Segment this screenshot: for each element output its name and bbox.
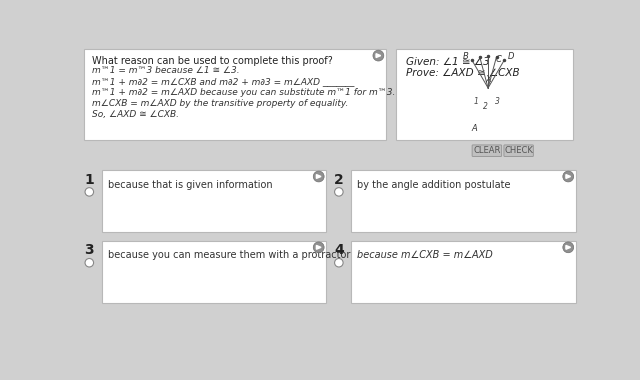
- Text: Prove: ∠AXD ≅ ∠CXB: Prove: ∠AXD ≅ ∠CXB: [406, 68, 519, 78]
- FancyBboxPatch shape: [102, 170, 326, 232]
- Polygon shape: [316, 245, 321, 249]
- Text: 4: 4: [334, 244, 344, 257]
- Circle shape: [373, 50, 384, 61]
- Text: because that is given information: because that is given information: [108, 180, 273, 190]
- Circle shape: [335, 188, 343, 196]
- Text: 3: 3: [84, 244, 94, 257]
- FancyBboxPatch shape: [396, 49, 573, 140]
- Text: m∠CXB = m∠AXD by the transitive property of equality.: m∠CXB = m∠AXD by the transitive property…: [92, 99, 348, 108]
- Circle shape: [313, 171, 324, 182]
- Text: because m∠CXB = m∠AXD: because m∠CXB = m∠AXD: [358, 250, 493, 260]
- Circle shape: [85, 188, 93, 196]
- FancyBboxPatch shape: [102, 241, 326, 303]
- Text: CLEAR: CLEAR: [473, 146, 500, 155]
- Text: m™1 = m™3 because ∠1 ≅ ∠3.: m™1 = m™3 because ∠1 ≅ ∠3.: [92, 66, 239, 75]
- Text: Given: ∠1 ≅ ∠3: Given: ∠1 ≅ ∠3: [406, 57, 489, 67]
- Text: B: B: [463, 52, 468, 61]
- Polygon shape: [566, 245, 571, 249]
- Text: 3: 3: [495, 97, 500, 106]
- Text: 1: 1: [473, 97, 478, 106]
- Polygon shape: [566, 174, 571, 179]
- Text: What reason can be used to complete this proof?: What reason can be used to complete this…: [92, 55, 332, 66]
- Text: 1: 1: [84, 173, 94, 187]
- Polygon shape: [316, 174, 321, 179]
- Text: X: X: [485, 75, 491, 84]
- Polygon shape: [376, 54, 381, 57]
- Text: 2: 2: [483, 102, 488, 111]
- Circle shape: [335, 258, 343, 267]
- Text: by the angle addition postulate: by the angle addition postulate: [358, 180, 511, 190]
- Text: C: C: [496, 55, 502, 63]
- Circle shape: [313, 242, 324, 253]
- FancyBboxPatch shape: [351, 170, 576, 232]
- Text: CHECK: CHECK: [504, 146, 533, 155]
- FancyBboxPatch shape: [504, 145, 533, 157]
- Circle shape: [563, 171, 573, 182]
- FancyBboxPatch shape: [84, 49, 386, 140]
- Text: D: D: [508, 52, 515, 61]
- Text: because you can measure them with a protractor: because you can measure them with a prot…: [108, 250, 350, 260]
- Text: A: A: [471, 124, 477, 133]
- FancyBboxPatch shape: [472, 145, 502, 157]
- Text: 2: 2: [334, 173, 344, 187]
- Text: m™1 + m∂2 = m∠CXB and m∂2 + m∂3 = m∠AXD _______: m™1 + m∂2 = m∠CXB and m∂2 + m∂3 = m∠AXD …: [92, 77, 354, 86]
- Text: So, ∠AXD ≅ ∠CXB.: So, ∠AXD ≅ ∠CXB.: [92, 109, 179, 119]
- Text: m™1 + m∂2 = m∠AXD because you can substitute m™1 for m™3.: m™1 + m∂2 = m∠AXD because you can substi…: [92, 88, 395, 97]
- FancyBboxPatch shape: [351, 241, 576, 303]
- Circle shape: [85, 258, 93, 267]
- Circle shape: [563, 242, 573, 253]
